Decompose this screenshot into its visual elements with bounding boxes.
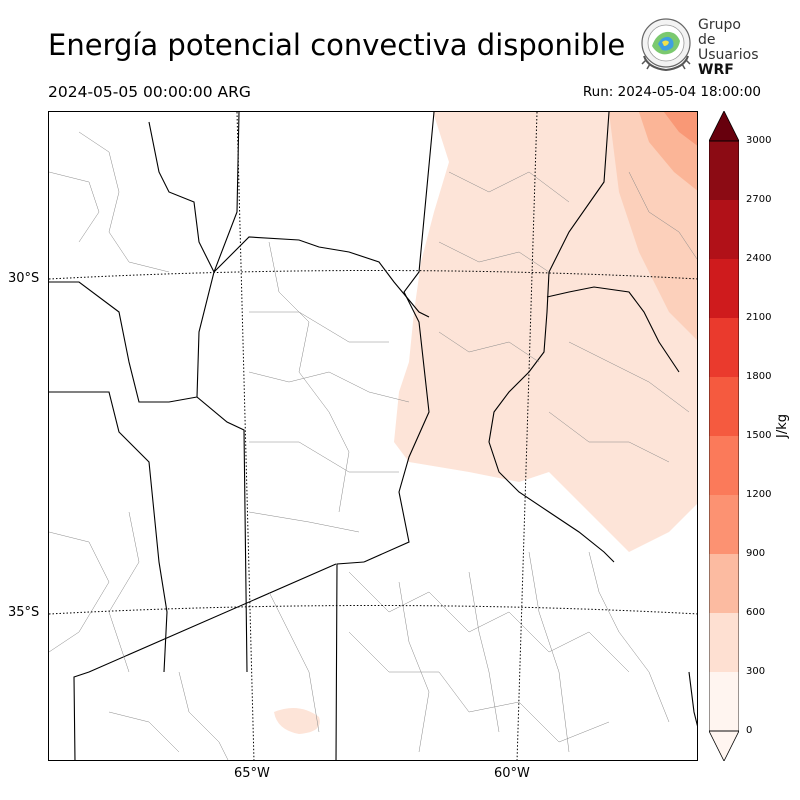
province-borders xyxy=(49,112,697,760)
colorbar-tick-label: 1500 xyxy=(746,430,772,441)
colorbar-tick-label: 0 xyxy=(746,725,753,736)
colorbar-tick-label: 600 xyxy=(746,607,766,618)
colorbar-segment xyxy=(709,141,739,200)
colorbar-segment xyxy=(709,377,739,436)
run-time: Run: 2024-05-04 18:00:00 xyxy=(582,84,761,100)
colorbar-segment xyxy=(709,554,739,613)
colorbar-segment xyxy=(709,318,739,377)
lon-label-65w: 65°W xyxy=(234,766,270,781)
map-canvas xyxy=(49,112,697,760)
lat-label-35s: 35°S xyxy=(8,605,40,620)
colorbar-tick-label: 3000 xyxy=(746,135,772,146)
colorbar-tick-label: 300 xyxy=(746,666,766,677)
colorbar-segment xyxy=(709,672,739,731)
colorbar-unit-label: J/kg xyxy=(775,414,790,438)
colorbar-tick-label: 2400 xyxy=(746,253,772,264)
colorbar-segment xyxy=(709,436,739,495)
grupo-usuarios-wrf-logo: Grupo de Usuarios WRF xyxy=(638,16,759,78)
colorbar-segment xyxy=(709,495,739,554)
colorbar-extend-max xyxy=(709,111,739,142)
colorbar-tick-label: 1200 xyxy=(746,489,772,500)
lon-label-60w: 60°W xyxy=(494,766,530,781)
colorbar-segment xyxy=(709,613,739,672)
colorbar-extend-min xyxy=(709,730,739,761)
colorbar-segment xyxy=(709,200,739,259)
cape-shading xyxy=(274,112,697,734)
colorbar-tick-label: 2700 xyxy=(746,194,772,205)
cape-map xyxy=(48,111,698,761)
valid-time: 2024-05-05 00:00:00 ARG xyxy=(48,83,251,101)
colorbar xyxy=(709,111,739,761)
department-borders xyxy=(49,131,697,760)
map-title: Energía potencial convectiva disponible xyxy=(48,28,626,62)
logo-text: Grupo de Usuarios WRF xyxy=(698,17,759,78)
colorbar-tick-label: 2100 xyxy=(746,312,772,323)
colorbar-tick-label: 900 xyxy=(746,548,766,559)
wrf-seal-icon xyxy=(641,18,691,72)
colorbar-segment xyxy=(709,259,739,318)
colorbar-tick-label: 1800 xyxy=(746,371,772,382)
lat-label-30s: 30°S xyxy=(8,271,40,286)
graticule xyxy=(49,112,697,760)
